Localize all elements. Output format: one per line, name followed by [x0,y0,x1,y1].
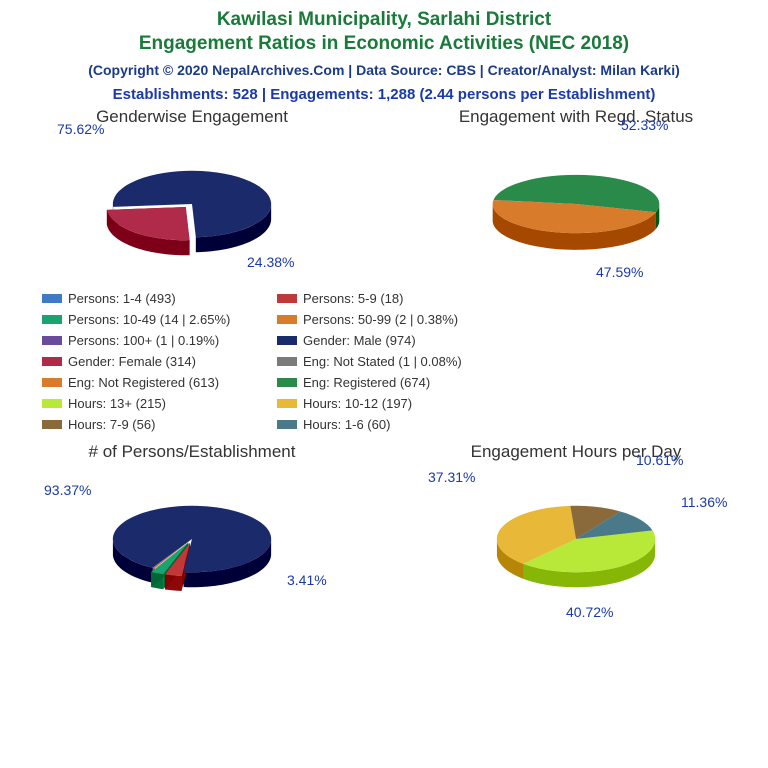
title-line-2: Engagement Ratios in Economic Activities… [0,32,768,56]
legend-label: Gender: Male (974) [303,333,416,348]
legend-label: Hours: 10-12 (197) [303,396,412,411]
legend-item: Hours: 10-12 (197) [277,396,512,411]
legend-item: Persons: 50-99 (2 | 0.38%) [277,312,512,327]
legend-swatch [277,336,297,345]
chart-persons: # of Persons/Establishment 93.37%3.41% [12,442,372,614]
pie-label: 3.41% [287,572,327,588]
legend-swatch [42,294,62,303]
pie-label: 40.72% [566,604,613,620]
legend-item: Gender: Male (974) [277,333,512,348]
chart-hours: Engagement Hours per Day 40.72%37.31%10.… [396,442,756,614]
legend-swatch [42,420,62,429]
chart-regd: Engagement with Regd. Status 52.33%47.59… [396,107,756,279]
copyright-line: (Copyright © 2020 NepalArchives.Com | Da… [0,62,768,78]
legend-label: Hours: 1-6 (60) [303,417,390,432]
legend-swatch [42,357,62,366]
legend-swatch [277,399,297,408]
legend-swatch [277,315,297,324]
header-block: Kawilasi Municipality, Sarlahi District … [0,0,768,103]
legend: Persons: 1-4 (493) Persons: 5-9 (18) Perso… [0,285,768,440]
legend-label: Hours: 7-9 (56) [68,417,155,432]
chart-gender: Genderwise Engagement 75.62%24.38% [12,107,372,279]
charts-row-2: # of Persons/Establishment 93.37%3.41% E… [0,442,768,614]
pie-label: 52.33% [621,117,668,133]
legend-swatch [277,420,297,429]
legend-label: Persons: 50-99 (2 | 0.38%) [303,312,458,327]
chart-hours-pie: 40.72%37.31%10.61%11.36% [456,464,696,614]
legend-swatch [42,378,62,387]
legend-item: Gender: Female (314) [42,354,277,369]
pie-label: 47.59% [596,264,643,280]
legend-label: Eng: Registered (674) [303,375,430,390]
pie-label: 75.62% [57,121,104,137]
chart-persons-title: # of Persons/Establishment [12,442,372,462]
legend-swatch [42,315,62,324]
legend-item: Hours: 13+ (215) [42,396,277,411]
legend-swatch [42,336,62,345]
chart-regd-title: Engagement with Regd. Status [396,107,756,127]
chart-regd-pie: 52.33%47.59% [456,129,696,279]
legend-label: Persons: 100+ (1 | 0.19%) [68,333,219,348]
pie-label: 11.36% [681,494,727,510]
legend-swatch [277,357,297,366]
legend-swatch [42,399,62,408]
stats-line: Establishments: 528 | Engagements: 1,288… [0,86,768,103]
pie-label: 37.31% [428,469,475,485]
legend-label: Persons: 1-4 (493) [68,291,176,306]
pie-label: 10.61% [636,452,683,468]
legend-swatch [277,294,297,303]
legend-item: Hours: 7-9 (56) [42,417,277,432]
legend-label: Persons: 5-9 (18) [303,291,403,306]
infographic-root: Kawilasi Municipality, Sarlahi District … [0,0,768,768]
legend-label: Persons: 10-49 (14 | 2.65%) [68,312,230,327]
legend-item: Eng: Not Registered (613) [42,375,277,390]
legend-item: Eng: Not Stated (1 | 0.08%) [277,354,512,369]
legend-label: Gender: Female (314) [68,354,196,369]
legend-item: Persons: 10-49 (14 | 2.65%) [42,312,277,327]
title-line-1: Kawilasi Municipality, Sarlahi District [0,8,768,32]
legend-label: Eng: Not Registered (613) [68,375,219,390]
chart-persons-pie: 93.37%3.41% [72,464,312,614]
chart-hours-title: Engagement Hours per Day [396,442,756,462]
pie-label: 93.37% [44,482,91,498]
legend-item: Persons: 100+ (1 | 0.19%) [42,333,277,348]
chart-gender-pie: 75.62%24.38% [72,129,312,279]
legend-swatch [277,378,297,387]
pie-label: 24.38% [247,254,294,270]
charts-row-1: Genderwise Engagement 75.62%24.38% Engag… [0,107,768,279]
legend-item: Eng: Registered (674) [277,375,512,390]
legend-item: Persons: 1-4 (493) [42,291,277,306]
legend-label: Eng: Not Stated (1 | 0.08%) [303,354,462,369]
legend-item: Hours: 1-6 (60) [277,417,512,432]
legend-item: Persons: 5-9 (18) [277,291,512,306]
legend-label: Hours: 13+ (215) [68,396,166,411]
